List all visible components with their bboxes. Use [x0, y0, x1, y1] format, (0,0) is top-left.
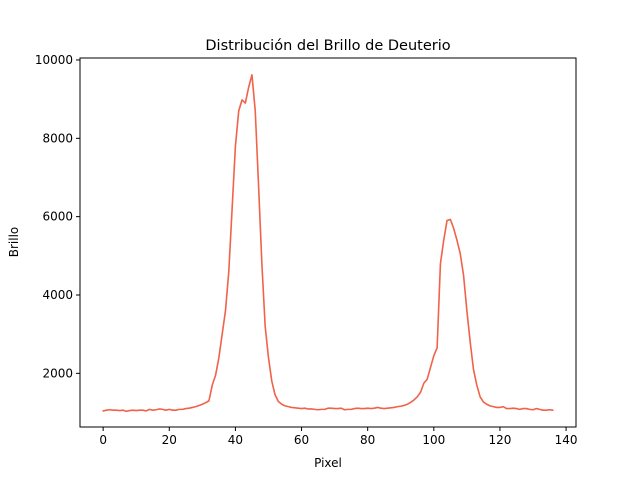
y-tick-label: 8000 [42, 131, 73, 145]
chart-title: Distribución del Brillo de Deuterio [205, 38, 450, 54]
x-tick-label: 80 [360, 433, 375, 447]
plot-frame [79, 57, 577, 428]
x-tick-label: 0 [99, 433, 107, 447]
x-axis-label: Pixel [314, 456, 342, 470]
brightness-series-line [102, 74, 554, 413]
x-tick-label: 120 [488, 433, 511, 447]
y-tick-label: 2000 [42, 366, 73, 380]
y-tick-label: 6000 [42, 210, 73, 224]
x-tick-label: 40 [228, 433, 243, 447]
x-tick-label: 20 [162, 433, 177, 447]
y-tick-label: 4000 [42, 288, 73, 302]
y-tick-label: 10000 [35, 53, 73, 67]
x-tick-label: 100 [422, 433, 445, 447]
x-tick-label: 140 [555, 433, 578, 447]
y-axis-label: Brillo [7, 227, 21, 258]
x-tick-label: 60 [294, 433, 309, 447]
